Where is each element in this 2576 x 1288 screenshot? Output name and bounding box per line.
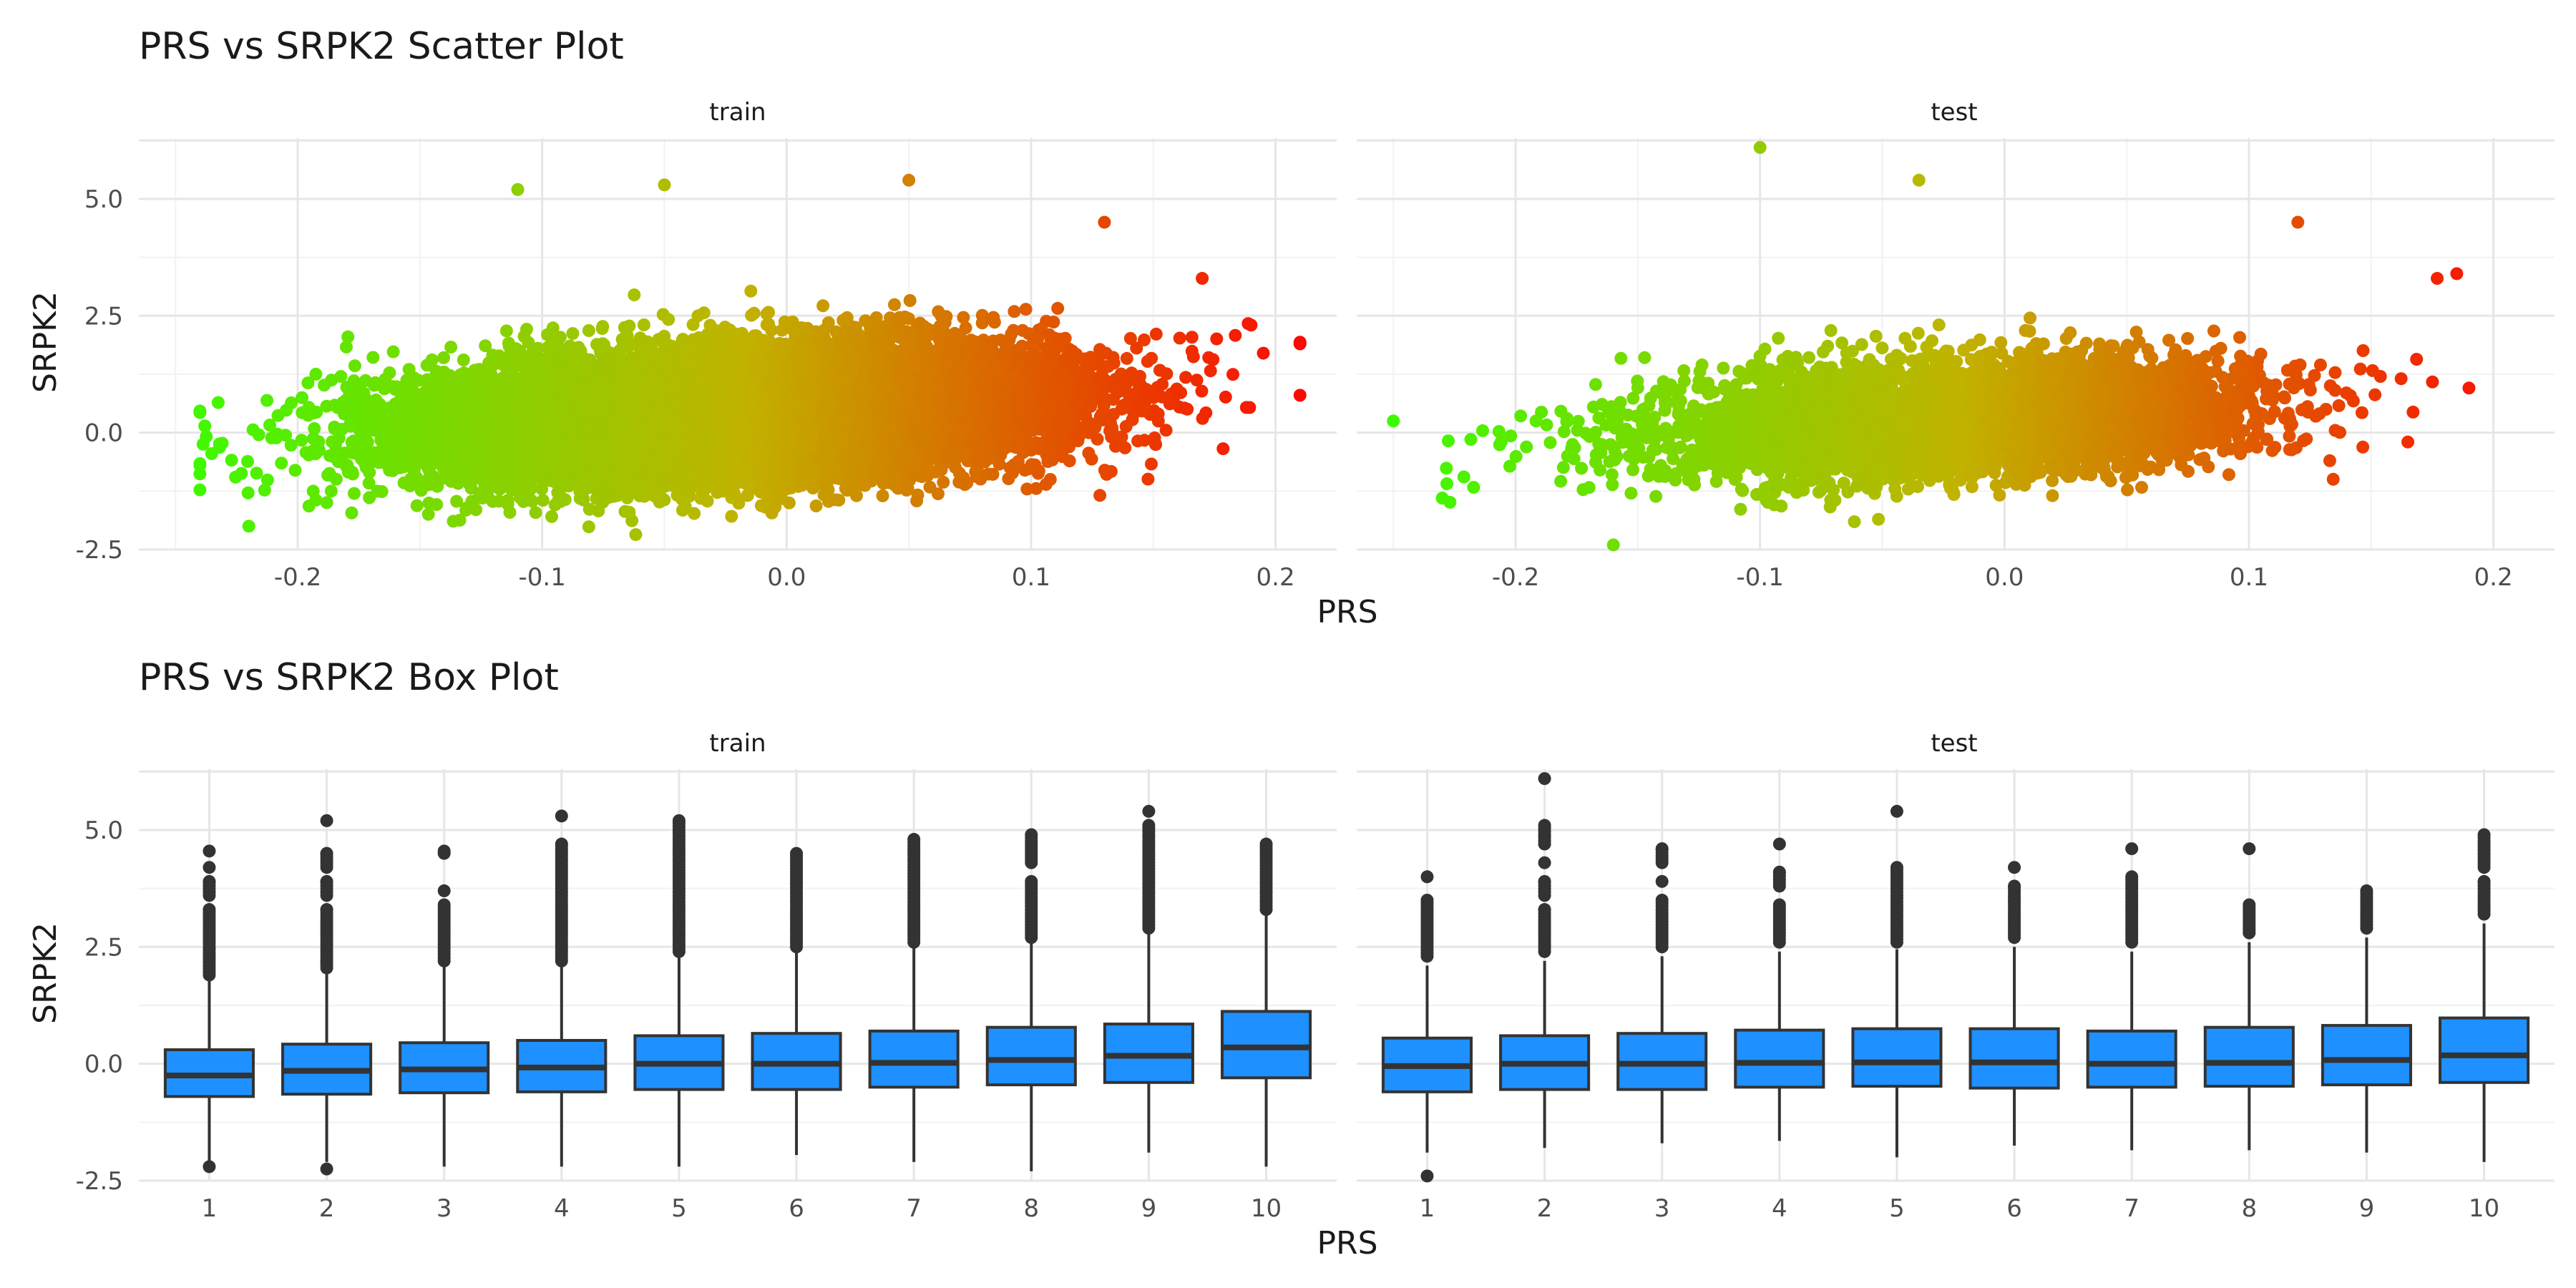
scatter-chart: PRS vs SRPK2 Scatter Plot train test -2.… — [27, 25, 2555, 630]
scatter-point — [1145, 457, 1158, 471]
scatter-point — [637, 318, 650, 331]
scatter-point — [312, 435, 326, 449]
scatter-point — [582, 520, 595, 534]
scatter-point — [225, 454, 238, 467]
scatter-point — [957, 311, 970, 324]
scatter-point — [1226, 368, 1239, 381]
scatter-point — [324, 484, 338, 498]
scatter-point — [817, 488, 831, 502]
scatter-panel-label-test: test — [1931, 98, 1977, 127]
scatter-title: PRS vs SRPK2 Scatter Plot — [139, 25, 624, 68]
scatter-point — [959, 321, 972, 335]
scatter-panel-label-train: train — [709, 98, 766, 127]
scatter-point — [1093, 489, 1107, 502]
scatter-point — [1210, 332, 1224, 346]
scatter-point — [193, 483, 207, 497]
scatter-point — [809, 499, 823, 512]
scatter-point — [1008, 305, 1021, 318]
scatter-panel-train — [139, 138, 1337, 551]
scatter-point — [211, 396, 225, 409]
scatter-point — [296, 391, 309, 404]
scatter-point — [499, 324, 513, 338]
scatter-point — [1141, 472, 1155, 486]
